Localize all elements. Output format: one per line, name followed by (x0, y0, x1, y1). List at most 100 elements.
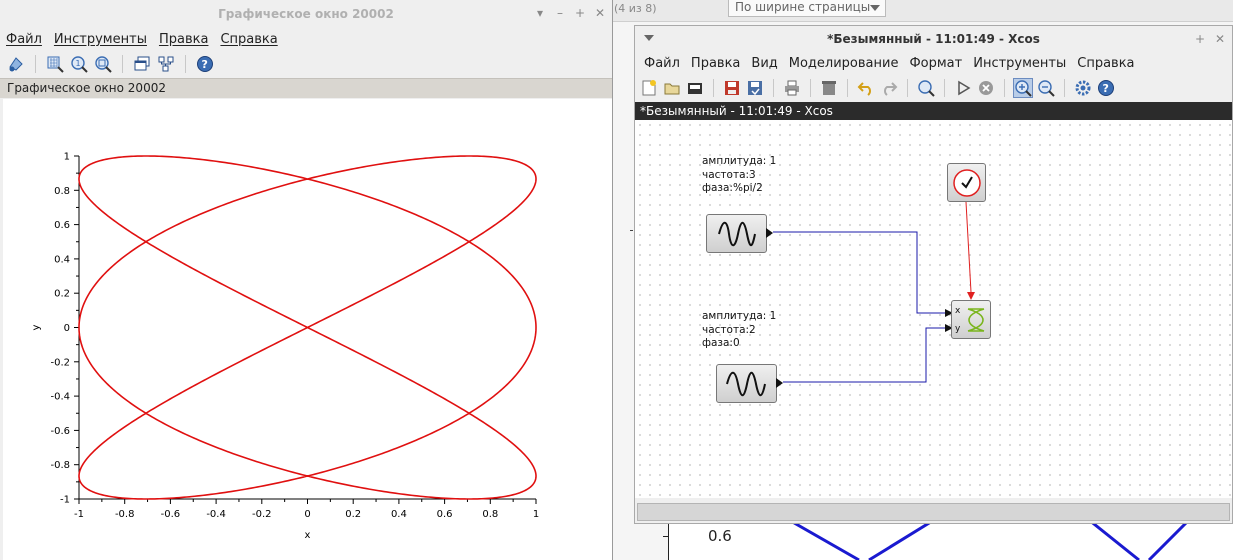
output-port[interactable] (766, 228, 774, 238)
zoom-out-icon[interactable] (1036, 78, 1056, 98)
menu-tools[interactable]: Инструменты (973, 55, 1067, 71)
xcos-titlebar[interactable]: *Безымянный - 11:01:49 - Xcos + ✕ (635, 26, 1232, 52)
toolbar: 1 ? (0, 50, 612, 78)
background-plot-fragment (788, 518, 1191, 560)
lissajous-plot: -1 -0.8 -0.6 -0.4 -0.2 0 0.2 0.4 0.6 0.8 1 1 0.8 0.6 0… (31, 152, 539, 542)
axis-tick (663, 536, 669, 537)
graphic-window: Графическое окно 20002 ▾ – + ✕ Файл Инст… (0, 0, 613, 560)
generator1-phase: фаза:%pi/2 (702, 182, 763, 194)
svg-text:?: ? (1103, 82, 1109, 95)
setup-icon[interactable] (1073, 78, 1093, 98)
link-generator2-to-scope-y (783, 327, 948, 383)
generator2-amplitude: амплитуда: 1 (702, 310, 777, 322)
status-bar (637, 503, 1230, 521)
open-folder-icon[interactable] (662, 78, 682, 98)
x-tick-label: -0.4 (206, 509, 226, 520)
minimize-icon[interactable]: ▾ (536, 6, 544, 20)
zoom-mag-icon[interactable] (93, 54, 113, 74)
lissajous-curve (78, 155, 537, 500)
scope-port-x-label: x (955, 306, 961, 316)
link-generator1-to-scope-x (773, 231, 948, 314)
generator1-parameters: амплитуда: 1 частота:3 фаза:%pi/2 (702, 155, 776, 196)
sine-wave-icon (726, 371, 766, 397)
menu-help[interactable]: Справка (1077, 55, 1135, 71)
chevron-down-icon (870, 5, 880, 11)
graphic-window-titlebar[interactable]: Графическое окно 20002 ▾ – + ✕ (0, 0, 612, 28)
x-tick-label: -0.8 (115, 509, 135, 520)
window-menu-icon[interactable] (644, 35, 654, 41)
help-icon[interactable]: ? (195, 54, 215, 74)
y-tick-label: -0.4 (50, 392, 70, 403)
save-icon[interactable] (722, 78, 742, 98)
fit-diagram-icon[interactable] (916, 78, 936, 98)
close-icon[interactable]: ✕ (594, 6, 606, 20)
diagram-canvas[interactable]: амплитуда: 1 частота:3 фаза:%pi/2 амплит… (635, 120, 1232, 498)
window-title: Графическое окно 20002 (218, 7, 394, 21)
y-tick-label: -0.6 (50, 426, 70, 437)
help-icon[interactable]: ? (1096, 78, 1116, 98)
generator2-frequency: частота:2 (702, 323, 756, 336)
save-as-icon[interactable] (745, 78, 765, 98)
event-link-clock-to-scope (965, 201, 972, 293)
sine-wave-icon (718, 221, 756, 247)
window-icon[interactable] (132, 54, 152, 74)
print-icon[interactable] (782, 78, 802, 98)
redo-icon[interactable] (879, 78, 899, 98)
viewer-toolbar-strip (612, 0, 1233, 22)
datatip-icon[interactable] (6, 54, 26, 74)
zoom-reset-icon[interactable]: 1 (69, 54, 89, 74)
zoom-select[interactable]: По ширине страницы (728, 0, 886, 17)
maximize-icon[interactable]: + (1194, 32, 1206, 46)
scope-port-y-label: y (955, 324, 961, 334)
menu-file[interactable]: Файл (6, 31, 42, 47)
menu-tools[interactable]: Инструменты (53, 31, 147, 47)
generator2-phase: фаза:0 (702, 337, 740, 349)
clock-block[interactable] (947, 163, 986, 202)
delete-icon[interactable] (819, 78, 839, 98)
axis-tick-label: 0.6 (708, 527, 732, 545)
new-diagram-icon[interactable] (639, 78, 659, 98)
x-tick-label: -0.6 (161, 509, 181, 520)
zoom-in-icon[interactable] (1013, 78, 1033, 98)
y-tick-label: -0.2 (50, 357, 70, 368)
close-icon[interactable]: ✕ (1214, 32, 1226, 46)
stop-simulation-icon[interactable] (976, 78, 996, 98)
generator1-sine-block[interactable] (706, 214, 773, 253)
window-title: *Безымянный - 11:01:49 - Xcos (827, 32, 1040, 46)
generator2-sine-block[interactable] (716, 364, 783, 403)
x-tick-label: -1 (74, 509, 84, 520)
y-tick-label: 0.6 (54, 220, 70, 231)
maximize-icon[interactable]: + (574, 6, 586, 20)
output-port[interactable] (776, 378, 784, 388)
open-recent-icon[interactable] (685, 78, 705, 98)
menu-file[interactable]: Файл (644, 55, 680, 71)
zoom-select-value: По ширине страницы (735, 0, 871, 14)
divider (630, 230, 633, 231)
y-tick-label: -0.8 (50, 460, 70, 471)
x-tick-label: 1 (533, 509, 539, 520)
menu-simulation[interactable]: Моделирование (788, 55, 899, 71)
menu-edit[interactable]: Правка (690, 55, 741, 71)
svg-text:1: 1 (76, 59, 81, 68)
menu-view[interactable]: Вид (751, 55, 778, 71)
x-tick-label: 0.2 (345, 509, 361, 520)
menu-help[interactable]: Справка (220, 31, 278, 47)
y-tick-label: 0.4 (54, 254, 70, 265)
y-tick-label: 0.2 (54, 289, 70, 300)
generator1-amplitude: амплитуда: 1 (702, 155, 777, 167)
x-tick-label: 0.6 (437, 509, 453, 520)
x-tick-label: 0 (304, 509, 310, 520)
y-tick-label: 0.8 (54, 186, 70, 197)
diagram-tab-title: *Безымянный - 11:01:49 - Xcos (635, 102, 1232, 120)
scope-xy-block[interactable]: x y (951, 300, 991, 339)
zoom-area-icon[interactable] (45, 54, 65, 74)
lissajous-scope-icon: x y (955, 306, 985, 334)
minimize-icon[interactable]: – (557, 6, 563, 20)
x-tick-label: 0.8 (482, 509, 498, 520)
undo-icon[interactable] (856, 78, 876, 98)
menu-edit[interactable]: Правка (158, 31, 209, 47)
start-simulation-icon[interactable] (953, 78, 973, 98)
menu-format[interactable]: Формат (909, 55, 963, 71)
rotate-icon[interactable] (156, 54, 176, 74)
y-tick-label: 1 (64, 152, 70, 163)
